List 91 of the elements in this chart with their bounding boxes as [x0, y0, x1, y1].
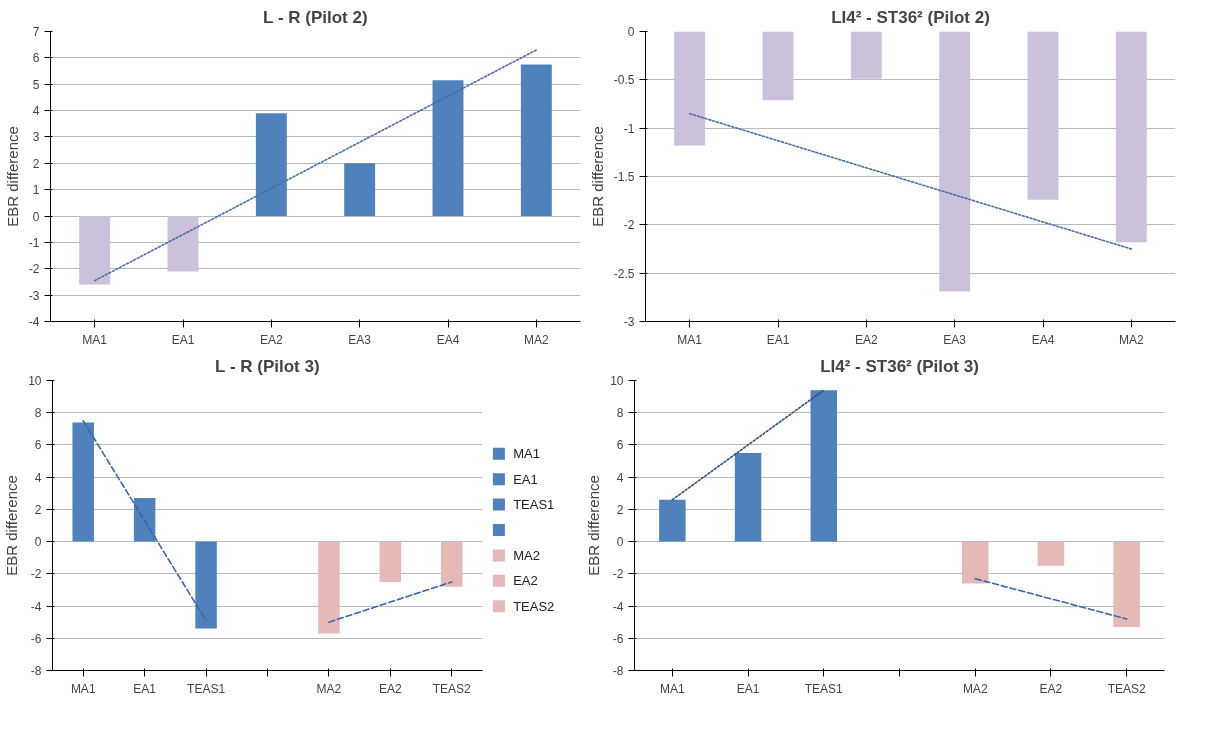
y-axis-title: EBR difference: [588, 126, 606, 227]
line-series: [93, 49, 538, 282]
x-tick-label: MA1: [82, 332, 108, 347]
y-tick-label: 0: [32, 209, 40, 224]
legend-label: TEAS2: [513, 598, 555, 614]
y-tick-label: 2: [616, 502, 624, 517]
bar: [659, 499, 686, 542]
y-tick-label: 0: [627, 25, 635, 39]
y-tick-label: -4: [28, 315, 40, 329]
y-tick-label: 7: [32, 25, 40, 39]
y-tick-label: -4: [30, 599, 42, 614]
y-tick-label: -1.5: [613, 170, 635, 184]
x-tick-label: MA1: [660, 681, 686, 696]
y-tick-label: -3: [28, 288, 40, 303]
y-tick-label: 6: [34, 438, 42, 453]
y-tick-label: 4: [32, 104, 40, 119]
y-tick-label: -2.5: [613, 266, 635, 281]
y-tick-label: -6: [30, 631, 42, 646]
y-tick-label: 10: [610, 374, 624, 388]
y-tick-label: -1: [623, 121, 635, 136]
bar: [810, 390, 838, 542]
x-tick-label: EA2: [1039, 681, 1063, 696]
bar: [255, 113, 287, 217]
bar: [167, 216, 199, 272]
bar: [79, 216, 111, 285]
y-tick-label: 6: [32, 51, 40, 66]
y-axis-title: EBR difference: [3, 475, 21, 576]
bar: [432, 80, 464, 217]
x-tick-label: EA1: [171, 332, 195, 347]
y-tick-label: 1: [32, 183, 40, 198]
bar: [961, 541, 989, 584]
bar: [344, 163, 376, 217]
x-tick-label: EA1: [766, 332, 790, 347]
x-tick-label: MA1: [677, 332, 703, 347]
chart-title: L - R (Pilot 2): [263, 7, 368, 27]
legend-label: EA2: [513, 573, 538, 589]
y-tick-label: 4: [616, 470, 624, 485]
x-tick-label: EA1: [736, 681, 760, 696]
y-tick-label: -8: [30, 664, 42, 678]
bar: [1113, 541, 1140, 627]
y-tick-label: 2: [34, 502, 42, 517]
x-tick-label: EA2: [259, 332, 283, 347]
x-tick-label: EA4: [1031, 332, 1055, 347]
x-tick-label: MA1: [70, 681, 96, 696]
bar: [1037, 541, 1065, 566]
y-tick-label: -2: [28, 262, 40, 277]
x-tick-label: EA2: [379, 681, 403, 696]
y-tick-label: 2: [32, 156, 40, 171]
bar: [520, 64, 552, 217]
y-tick-label: 8: [616, 406, 624, 421]
y-tick-label: -2: [612, 567, 624, 582]
x-tick-label: EA4: [436, 332, 460, 347]
y-tick-label: -2: [30, 567, 42, 582]
y-tick-label: -1: [28, 235, 40, 250]
legend-label: EA1: [513, 471, 538, 487]
y-tick-label: -4: [612, 599, 624, 614]
legend-label: TEAS1: [513, 497, 555, 513]
x-tick-label: MA2: [962, 681, 988, 696]
x-tick-label: EA1: [133, 681, 157, 696]
y-tick-label: 6: [616, 438, 624, 453]
y-tick-label: -6: [612, 631, 624, 646]
y-axis-title: EBR difference: [585, 475, 603, 576]
y-tick-label: -0.5: [613, 73, 635, 88]
y-tick-label: 3: [32, 130, 40, 145]
y-tick-label: -2: [623, 218, 635, 233]
legend-label: MA1: [513, 446, 540, 462]
x-tick-label: MA2: [316, 681, 342, 696]
x-tick-label: MA2: [524, 332, 549, 347]
y-tick-label: 0: [616, 535, 624, 550]
y-tick-label: 0: [34, 535, 42, 550]
x-tick-label: TEAS2: [1107, 681, 1146, 696]
line-series: [688, 112, 1133, 250]
x-tick-label: MA2: [1119, 332, 1144, 347]
x-tick-label: EA3: [348, 332, 372, 347]
x-tick-label: EA2: [854, 332, 878, 347]
y-tick-label: 5: [32, 77, 40, 92]
y-axis-title: EBR difference: [3, 126, 21, 227]
chart-title: L - R (Pilot 3): [215, 356, 320, 376]
y-tick-label: -3: [623, 315, 635, 329]
bar: [734, 453, 762, 542]
y-tick-label: 8: [34, 406, 42, 421]
legend-label: MA2: [513, 547, 540, 563]
y-tick-label: -8: [612, 664, 624, 678]
chart-title: LI4² - ST36² (Pilot 2): [831, 7, 990, 27]
y-tick-label: 4: [34, 470, 42, 485]
x-tick-label: TEAS2: [432, 681, 472, 696]
y-tick-label: 10: [28, 374, 42, 388]
x-tick-label: TEAS1: [187, 681, 226, 696]
x-tick-label: TEAS1: [804, 681, 844, 696]
chart-title: LI4² - ST36² (Pilot 3): [820, 356, 979, 376]
x-tick-label: EA3: [943, 332, 967, 347]
